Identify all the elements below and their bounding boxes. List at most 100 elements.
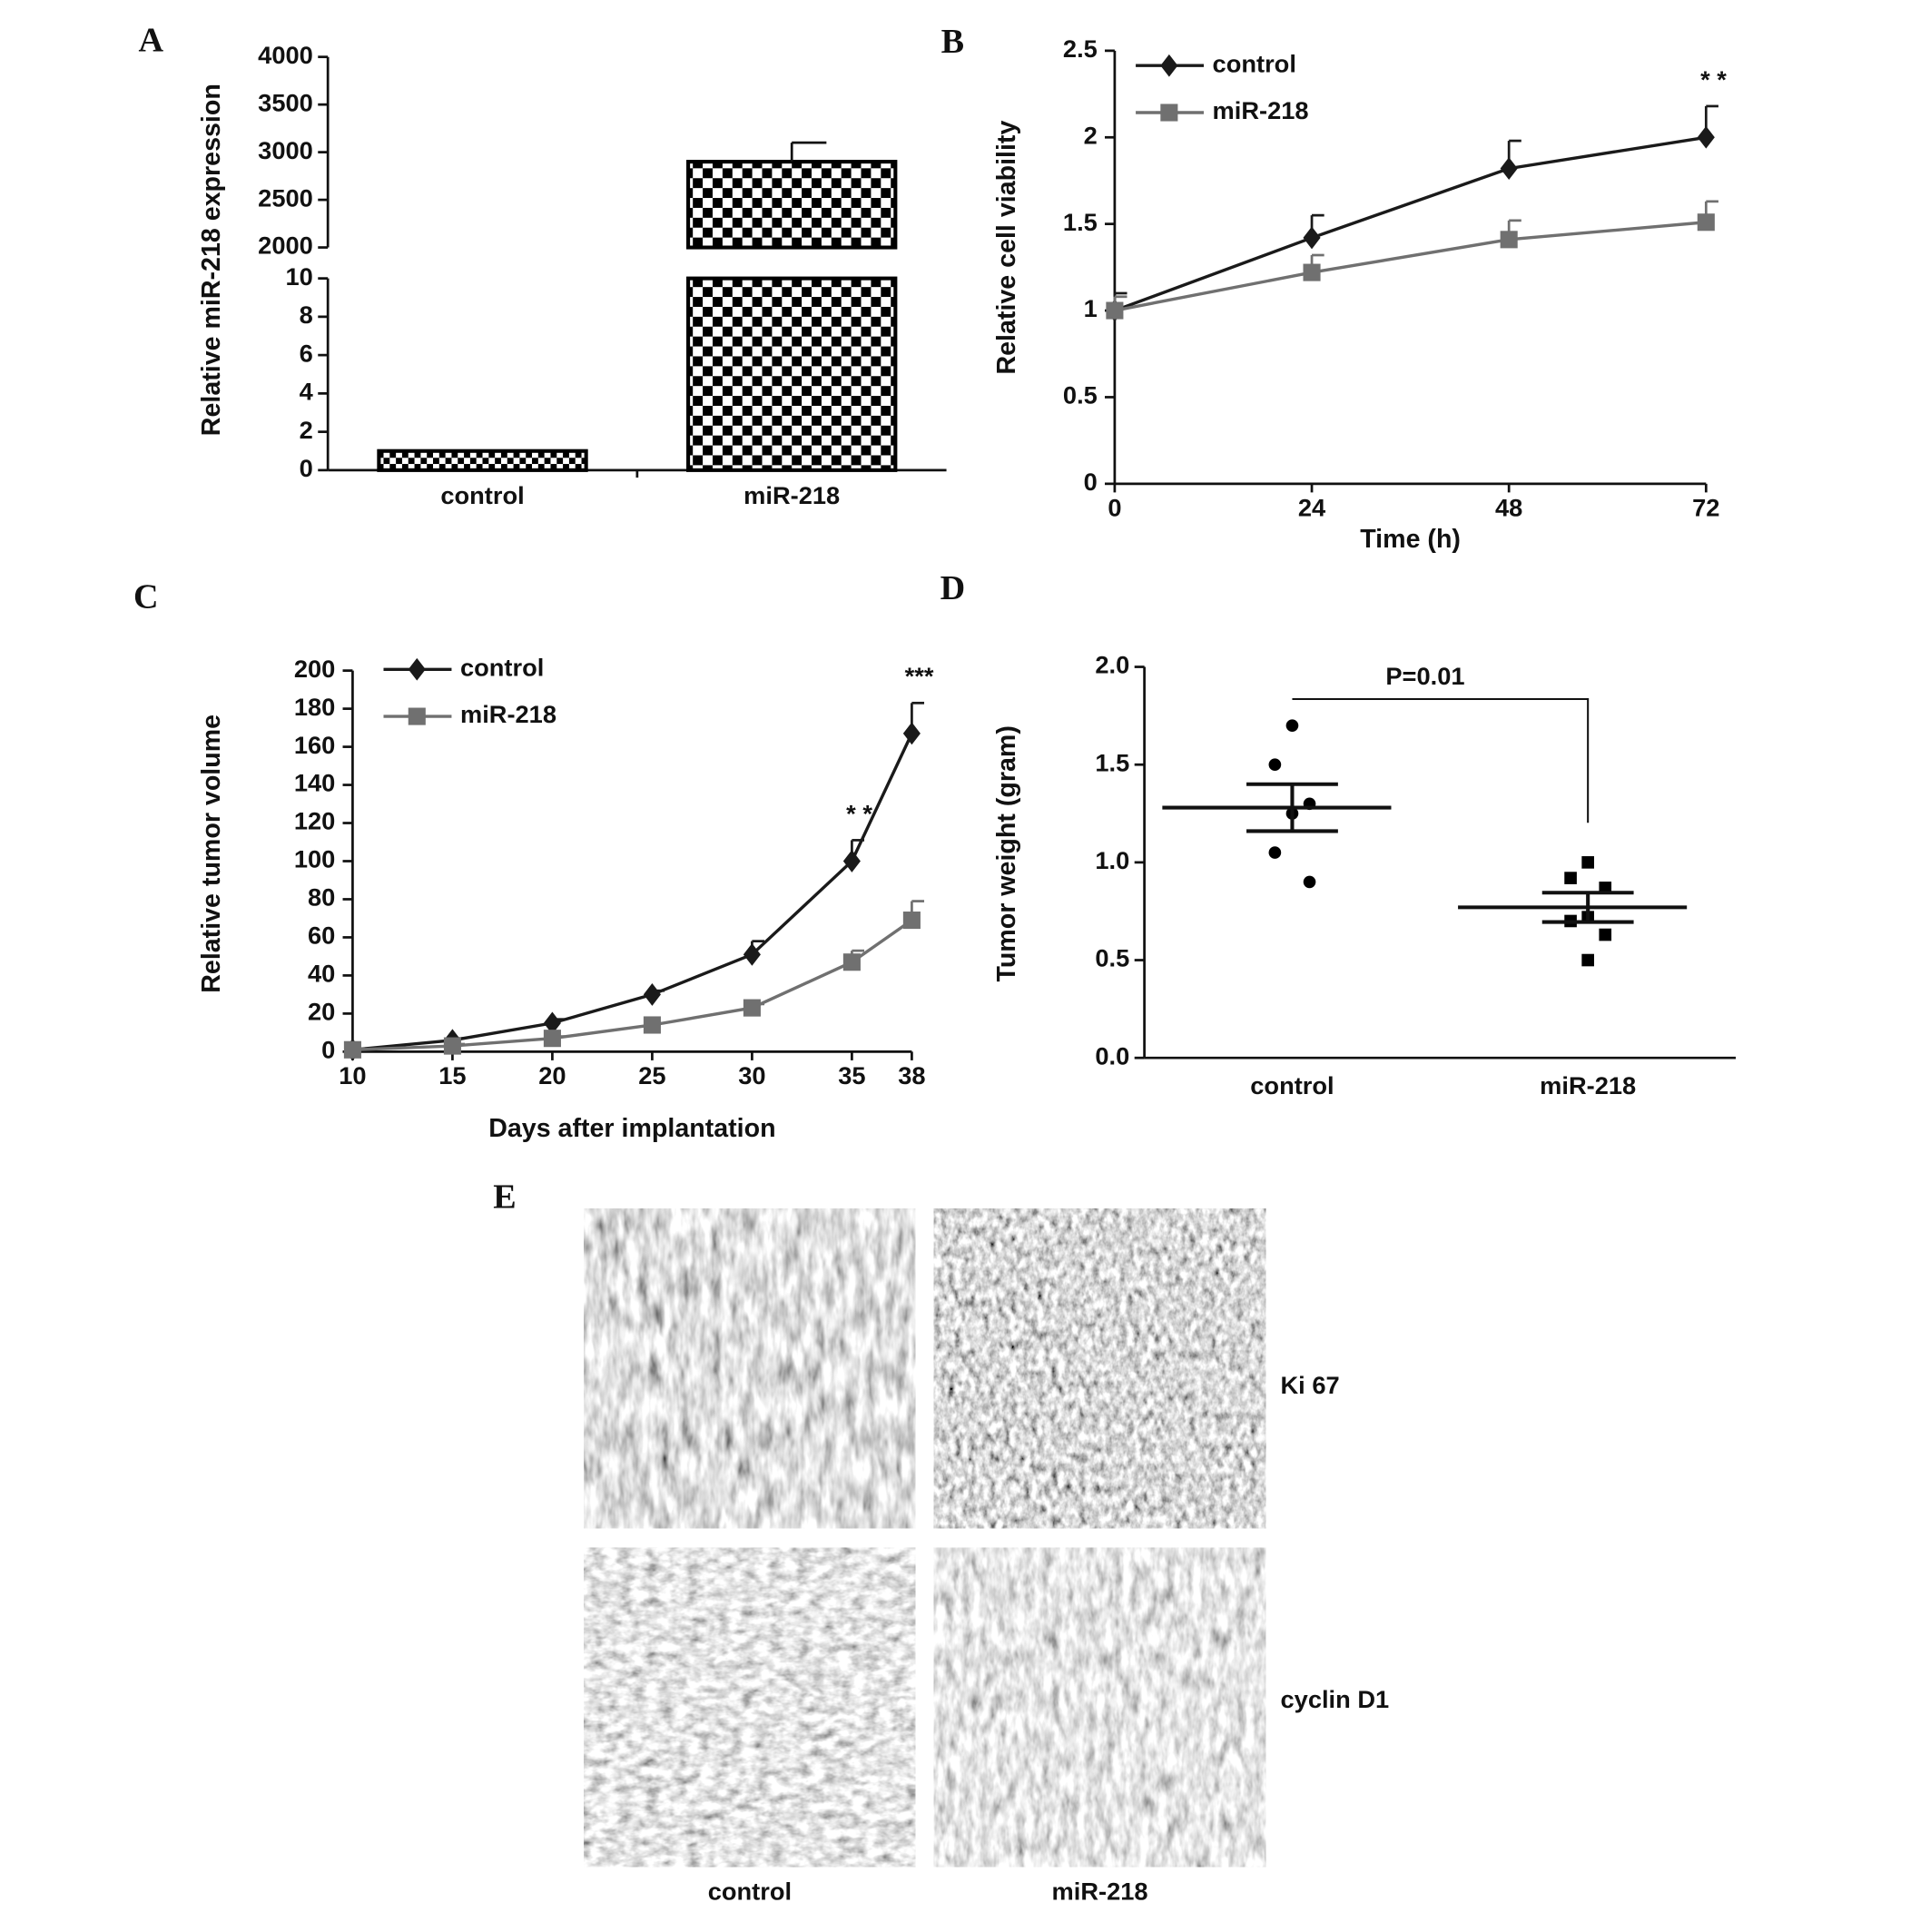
y-tick-label: 1.0 <box>1095 846 1129 874</box>
data-point <box>1500 157 1518 181</box>
micrograph <box>584 1547 916 1868</box>
panel-label: D <box>940 569 966 607</box>
data-point <box>743 942 761 966</box>
y-tick-label: 140 <box>294 769 335 797</box>
x-axis-title: Days after implantation <box>488 1114 775 1143</box>
x-tick-label: 0 <box>1108 494 1121 522</box>
micrograph <box>584 1208 916 1529</box>
data-point <box>902 722 921 745</box>
x-tick-label: 25 <box>638 1061 665 1089</box>
x-tick-label: 38 <box>898 1061 925 1089</box>
y-tick-label: 1 <box>1084 294 1098 322</box>
significance-label: *** <box>905 662 934 690</box>
legend-marker <box>408 707 426 725</box>
legend-marker <box>1160 54 1178 77</box>
y-tick-label: 4 <box>300 378 314 406</box>
data-point <box>842 850 861 872</box>
bar <box>377 448 588 472</box>
data-point <box>1106 301 1124 320</box>
column-label: miR-218 <box>1052 1877 1148 1905</box>
x-tick-label: control <box>1250 1071 1334 1099</box>
panel-label: A <box>139 21 164 59</box>
x-axis-title: Time (h) <box>1360 525 1461 554</box>
y-tick-label: 160 <box>294 731 335 759</box>
data-point <box>443 1037 461 1055</box>
y-tick-label: 10 <box>285 262 312 291</box>
x-tick-label: control <box>440 481 524 509</box>
y-tick-label: 2.5 <box>1063 34 1098 63</box>
x-tick-label: miR-218 <box>1540 1071 1636 1099</box>
x-tick-label: 10 <box>339 1061 366 1089</box>
x-tick-label: 15 <box>438 1061 466 1089</box>
x-tick-label: 20 <box>538 1061 566 1089</box>
data-point <box>842 953 861 971</box>
data-point <box>1697 213 1715 232</box>
y-tick-label: 80 <box>308 883 335 912</box>
row-label: Ki 67 <box>1281 1371 1340 1399</box>
bar <box>686 160 898 250</box>
y-tick-label: 1.5 <box>1095 748 1129 776</box>
series-line <box>1114 221 1707 312</box>
y-tick-label: 2 <box>300 416 313 444</box>
x-tick-label: 30 <box>738 1061 765 1089</box>
legend-marker <box>408 657 426 681</box>
x-tick-label: 24 <box>1298 494 1326 522</box>
data-point <box>1268 846 1282 859</box>
y-axis-title: Relative tumor volume <box>197 715 226 993</box>
series-line <box>352 919 913 1051</box>
y-tick-label: 0 <box>300 454 313 482</box>
x-tick-label: 72 <box>1692 494 1719 522</box>
data-point <box>902 912 921 930</box>
y-tick-label: 2.0 <box>1095 651 1129 679</box>
data-point <box>1697 125 1715 149</box>
y-axis-title: Relative cell viability <box>992 121 1021 375</box>
column-label: control <box>708 1877 792 1905</box>
row-label: cyclin D1 <box>1281 1685 1390 1713</box>
y-tick-label: 0 <box>1084 468 1098 496</box>
data-point <box>543 1030 561 1048</box>
significance-label: * * <box>1700 65 1727 94</box>
y-tick-label: 2000 <box>258 232 313 260</box>
p-value-label: P=0.01 <box>1385 662 1464 690</box>
y-tick-label: 1.5 <box>1063 208 1098 236</box>
data-point <box>1303 226 1321 250</box>
data-point <box>1285 719 1299 732</box>
y-tick-label: 6 <box>300 339 313 367</box>
y-tick-label: 40 <box>308 960 335 988</box>
y-tick-label: 2 <box>1084 121 1098 149</box>
y-tick-label: 0.5 <box>1095 944 1129 972</box>
x-tick-label: miR-218 <box>743 481 840 509</box>
data-point <box>1303 875 1316 889</box>
y-tick-label: 2500 <box>258 183 313 212</box>
y-tick-label: 200 <box>294 655 335 683</box>
y-axis-title: Relative miR-218 expression <box>197 84 226 436</box>
y-tick-label: 3000 <box>258 136 313 164</box>
data-point <box>1599 928 1612 941</box>
y-tick-label: 3500 <box>258 88 313 116</box>
y-tick-label: 120 <box>294 807 335 835</box>
y-tick-label: 0.0 <box>1095 1041 1129 1070</box>
data-point <box>643 983 661 1006</box>
panel-label: E <box>493 1178 516 1217</box>
data-point <box>1500 231 1518 249</box>
p-value-bracket <box>1292 697 1590 823</box>
data-point <box>643 1016 661 1034</box>
data-point <box>743 999 761 1017</box>
legend-label: miR-218 <box>460 700 556 728</box>
y-tick-label: 0.5 <box>1063 381 1098 409</box>
data-point <box>343 1040 361 1059</box>
data-point <box>1564 872 1577 884</box>
data-point <box>1268 758 1282 772</box>
significance-label: * * <box>846 799 872 827</box>
data-point <box>1303 263 1321 281</box>
y-tick-label: 4000 <box>258 41 313 69</box>
legend-label: control <box>1213 49 1296 77</box>
legend-label: miR-218 <box>1213 96 1309 124</box>
y-tick-label: 180 <box>294 693 335 721</box>
data-point <box>1581 856 1594 869</box>
legend-label: control <box>460 653 544 681</box>
y-tick-label: 8 <box>300 301 313 329</box>
x-tick-label: 35 <box>838 1061 865 1089</box>
